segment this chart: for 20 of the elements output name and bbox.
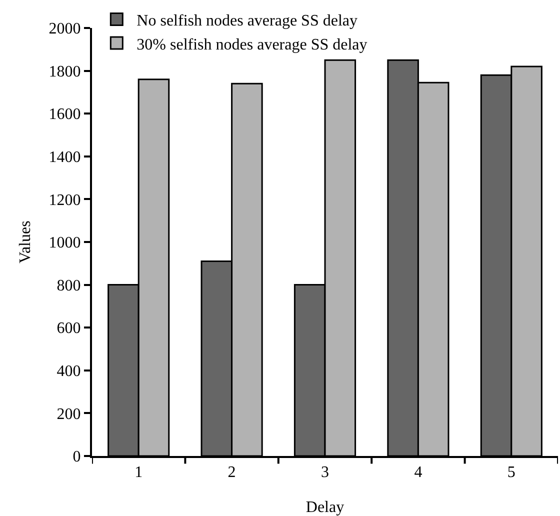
y-axis-title: Values	[17, 220, 34, 264]
y-tick-label: 800	[56, 277, 81, 294]
y-tick-label: 200	[56, 406, 81, 423]
x-tick-label: 1	[134, 464, 143, 482]
y-tick-label: 1200	[48, 192, 81, 209]
y-tick-label: 600	[56, 320, 81, 338]
y-tick-label: 400	[56, 363, 81, 380]
x-tick-label: 5	[507, 464, 516, 482]
y-tick-label: 0	[72, 448, 81, 466]
y-tick-label: 1400	[48, 149, 81, 166]
x-tick-label: 4	[414, 464, 422, 482]
legend-label: No selfish nodes average SS delay	[136, 12, 358, 30]
y-tick-label: 1000	[48, 234, 81, 252]
y-tick-label: 1600	[48, 106, 81, 124]
x-tick-label: 2	[228, 464, 236, 482]
x-tick-label: 3	[321, 464, 329, 482]
y-tick-label: 1800	[48, 63, 81, 80]
legend-label: 30% selfish nodes average SS delay	[136, 36, 368, 54]
x-axis-title: Delay	[306, 499, 344, 516]
y-tick-label: 2000	[48, 20, 81, 38]
